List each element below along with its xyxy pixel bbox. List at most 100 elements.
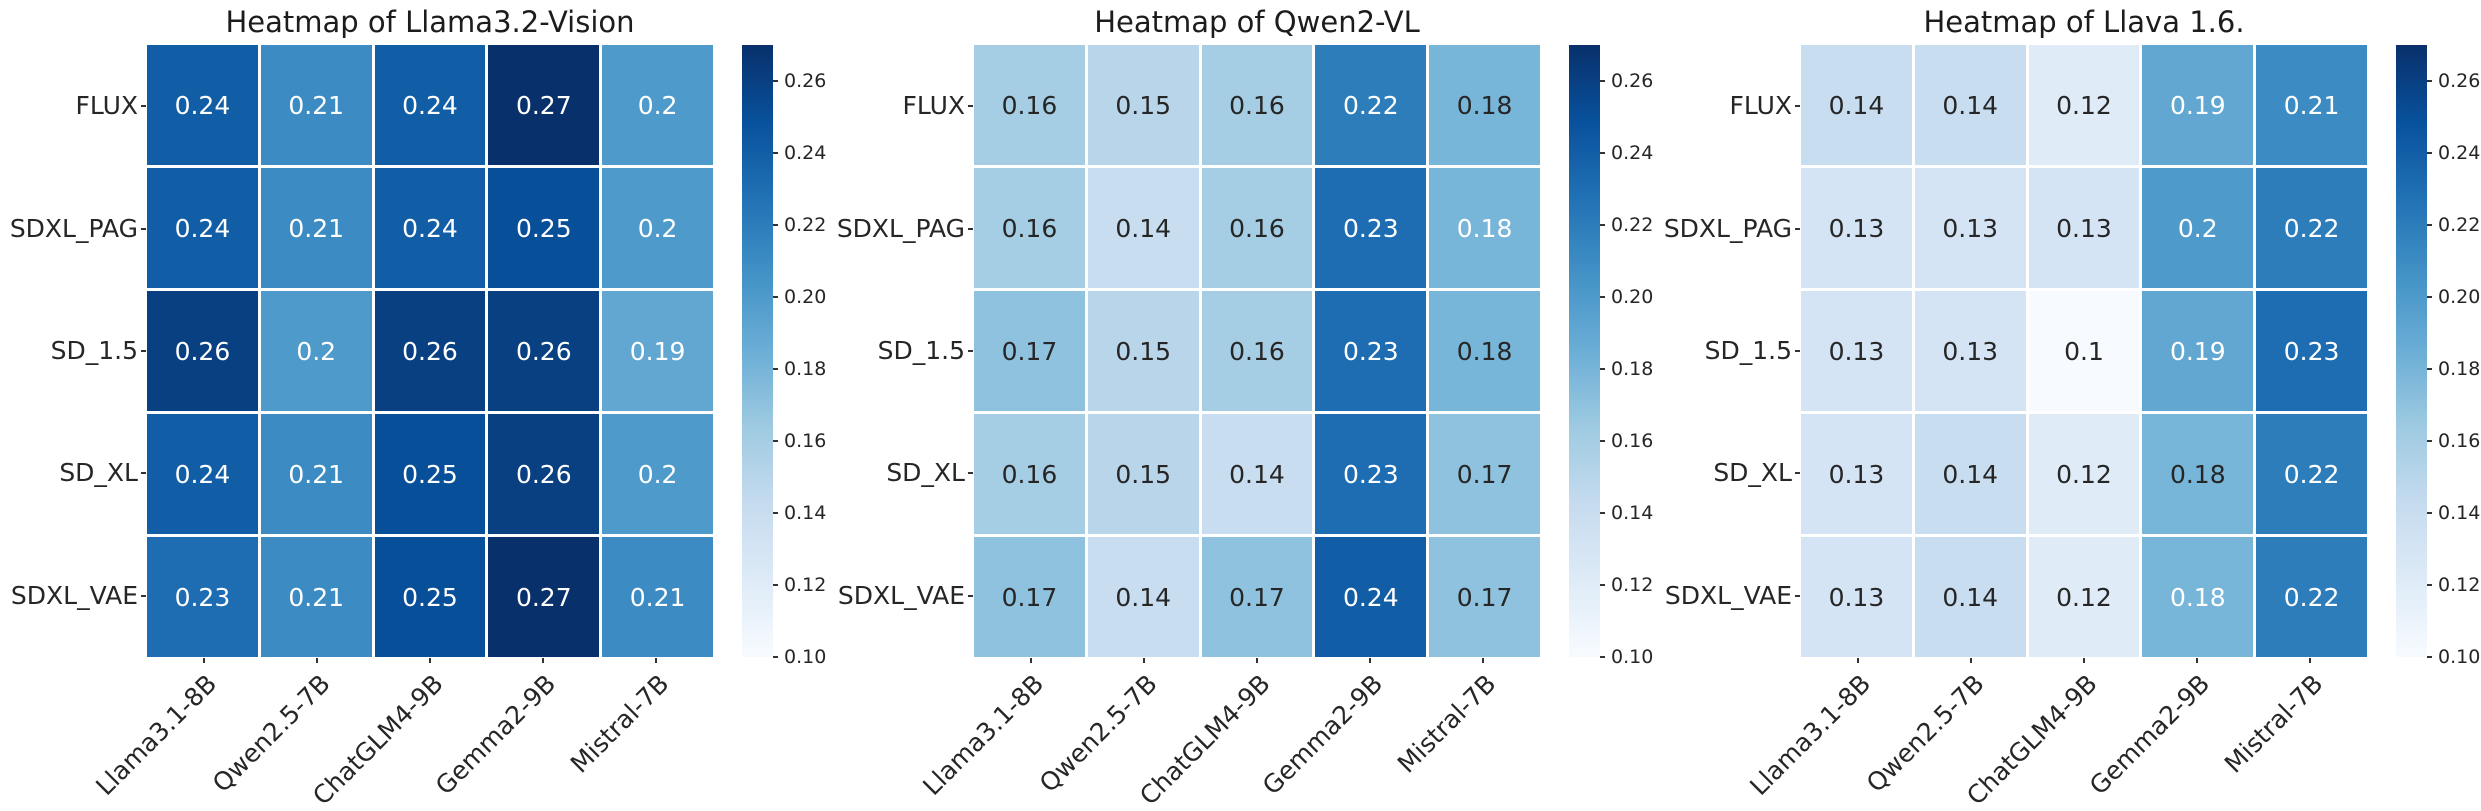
colorbar-tick-mark bbox=[773, 296, 778, 298]
y-tick-mark bbox=[968, 472, 973, 475]
heatmap-cell: 0.13 bbox=[2028, 168, 2140, 288]
colorbar-tick-mark bbox=[1600, 296, 1605, 298]
colorbar-tick-label: 0.10 bbox=[784, 646, 827, 668]
colorbar-tick-label: 0.14 bbox=[2438, 502, 2481, 524]
heatmap-cell: 0.23 bbox=[1315, 291, 1427, 411]
colorbar bbox=[1569, 45, 1600, 657]
y-tick-mark bbox=[1795, 594, 1800, 597]
colorbar-tick-label: 0.24 bbox=[784, 142, 827, 164]
colorbar-tick-mark bbox=[1600, 584, 1605, 586]
colorbar-tick-label: 0.18 bbox=[784, 358, 827, 380]
heatmap-cell: 0.26 bbox=[147, 291, 258, 411]
heatmap-cell: 0.24 bbox=[1315, 537, 1427, 657]
x-tick-label: Mistral-7B bbox=[2219, 669, 2329, 779]
heatmap-cell: 0.18 bbox=[2142, 414, 2254, 534]
heatmap-cell: 0.12 bbox=[2028, 414, 2140, 534]
heatmap-cell: 0.19 bbox=[602, 291, 713, 411]
x-tick-mark bbox=[1482, 658, 1485, 663]
y-tick-mark bbox=[141, 227, 146, 230]
heatmap-cell: 0.24 bbox=[147, 45, 258, 165]
heatmap-cell: 0.19 bbox=[2142, 45, 2254, 165]
heatmap-cell: 0.25 bbox=[374, 537, 486, 657]
y-tick-mark bbox=[968, 105, 973, 108]
x-tick-label: Qwen2.5-7B bbox=[1033, 669, 1163, 798]
heatmap-cell: 0.2 bbox=[2142, 168, 2254, 288]
x-tick-mark bbox=[542, 658, 545, 663]
heatmap-grid: 0.16 0.15 0.16 0.22 0.18 0.16 0.14 0.16 0.23 0.18… bbox=[974, 45, 1540, 657]
heatmap-cell: 0.2 bbox=[602, 168, 713, 288]
y-tick-label: SD_XL bbox=[59, 458, 138, 488]
y-tick-mark bbox=[1795, 227, 1800, 230]
heatmap-cell: 0.24 bbox=[374, 168, 486, 288]
heatmap-cell: 0.18 bbox=[1429, 168, 1540, 288]
x-tick-mark bbox=[2196, 658, 2199, 663]
heatmap-cell: 0.2 bbox=[260, 291, 372, 411]
heatmap-cell: 0.1 bbox=[2028, 291, 2140, 411]
x-tick-mark bbox=[655, 658, 658, 663]
heatmap-cell: 0.25 bbox=[374, 414, 486, 534]
colorbar-tick-mark bbox=[773, 440, 778, 442]
y-tick-label: SD_XL bbox=[886, 458, 965, 488]
colorbar-tick-mark bbox=[2427, 368, 2432, 370]
colorbar-tick-label: 0.20 bbox=[2438, 286, 2481, 308]
x-tick-label: Llama3.1-8B bbox=[90, 669, 223, 802]
heatmap-cell: 0.21 bbox=[260, 537, 372, 657]
heatmap-cell: 0.14 bbox=[1087, 168, 1199, 288]
heatmap-cell: 0.23 bbox=[1315, 168, 1427, 288]
y-tick-label: SDXL_PAG bbox=[836, 213, 965, 243]
heatmap-cell: 0.15 bbox=[1087, 291, 1199, 411]
heatmap-cell: 0.13 bbox=[1801, 291, 1912, 411]
colorbar-tick-mark bbox=[773, 152, 778, 154]
x-tick-label: Gemma2-9B bbox=[1257, 669, 1389, 801]
heatmap-cell: 0.13 bbox=[1801, 537, 1912, 657]
heatmap-cell: 0.13 bbox=[1914, 168, 2026, 288]
colorbar-tick-label: 0.20 bbox=[784, 286, 827, 308]
x-tick-mark bbox=[1256, 658, 1258, 663]
y-tick-label: SD_XL bbox=[1713, 458, 1792, 488]
heatmap-cell: 0.23 bbox=[147, 537, 258, 657]
colorbar-tick-label: 0.20 bbox=[1611, 286, 1654, 308]
y-tick-mark bbox=[141, 105, 146, 108]
heatmap-cell: 0.26 bbox=[374, 291, 486, 411]
heatmap-cell: 0.22 bbox=[2256, 168, 2367, 288]
x-tick-label: Mistral-7B bbox=[1392, 669, 1502, 779]
y-tick-label: SD_1.5 bbox=[1704, 336, 1792, 365]
colorbar-tick-label: 0.24 bbox=[2438, 142, 2481, 164]
heatmap-cell: 0.26 bbox=[488, 414, 600, 534]
y-tick-label: SD_1.5 bbox=[877, 336, 965, 365]
heatmap-cell: 0.21 bbox=[2256, 45, 2367, 165]
colorbar-tick-mark bbox=[773, 368, 778, 370]
colorbar-tick-label: 0.22 bbox=[784, 214, 827, 236]
y-tick-label: SDXL_VAE bbox=[837, 580, 965, 610]
colorbar bbox=[2396, 45, 2427, 657]
y-tick-label: SD_1.5 bbox=[50, 336, 138, 365]
heatmap-cell: 0.14 bbox=[1914, 537, 2026, 657]
x-tick-mark bbox=[429, 658, 431, 663]
x-tick-mark bbox=[1969, 658, 1972, 663]
x-tick-mark bbox=[2309, 658, 2312, 663]
colorbar-tick-label: 0.12 bbox=[784, 574, 827, 596]
y-tick-label: FLUX bbox=[902, 91, 966, 121]
colorbar-tick-mark bbox=[2427, 80, 2432, 82]
colorbar-tick-mark bbox=[1600, 152, 1605, 154]
colorbar-tick-label: 0.16 bbox=[2438, 430, 2481, 452]
colorbar-tick-mark bbox=[2427, 440, 2432, 442]
y-tick-label: SDXL_PAG bbox=[9, 213, 138, 243]
x-tick-mark bbox=[2083, 658, 2085, 663]
heatmap-cell: 0.18 bbox=[1429, 291, 1540, 411]
heatmap-cell: 0.16 bbox=[1201, 45, 1313, 165]
colorbar-tick-mark bbox=[773, 656, 778, 658]
colorbar-tick-mark bbox=[1600, 368, 1605, 370]
heatmap-cell: 0.17 bbox=[974, 291, 1085, 411]
heatmap-cell: 0.13 bbox=[1801, 168, 1912, 288]
heatmap-cell: 0.19 bbox=[2142, 291, 2254, 411]
heatmap-panel-llama32-vision: Heatmap of Llama3.2-Vision 0.24 0.21 0.24 0… bbox=[0, 0, 827, 811]
heatmap-cell: 0.17 bbox=[974, 537, 1085, 657]
x-tick-mark bbox=[1369, 658, 1372, 663]
colorbar-tick-mark bbox=[2427, 296, 2432, 298]
x-tick-label: Gemma2-9B bbox=[2084, 669, 2216, 801]
heatmap-cell: 0.2 bbox=[602, 414, 713, 534]
colorbar-tick-mark bbox=[773, 80, 778, 82]
heatmap-cell: 0.13 bbox=[1914, 291, 2026, 411]
heatmap-cell: 0.16 bbox=[974, 168, 1085, 288]
